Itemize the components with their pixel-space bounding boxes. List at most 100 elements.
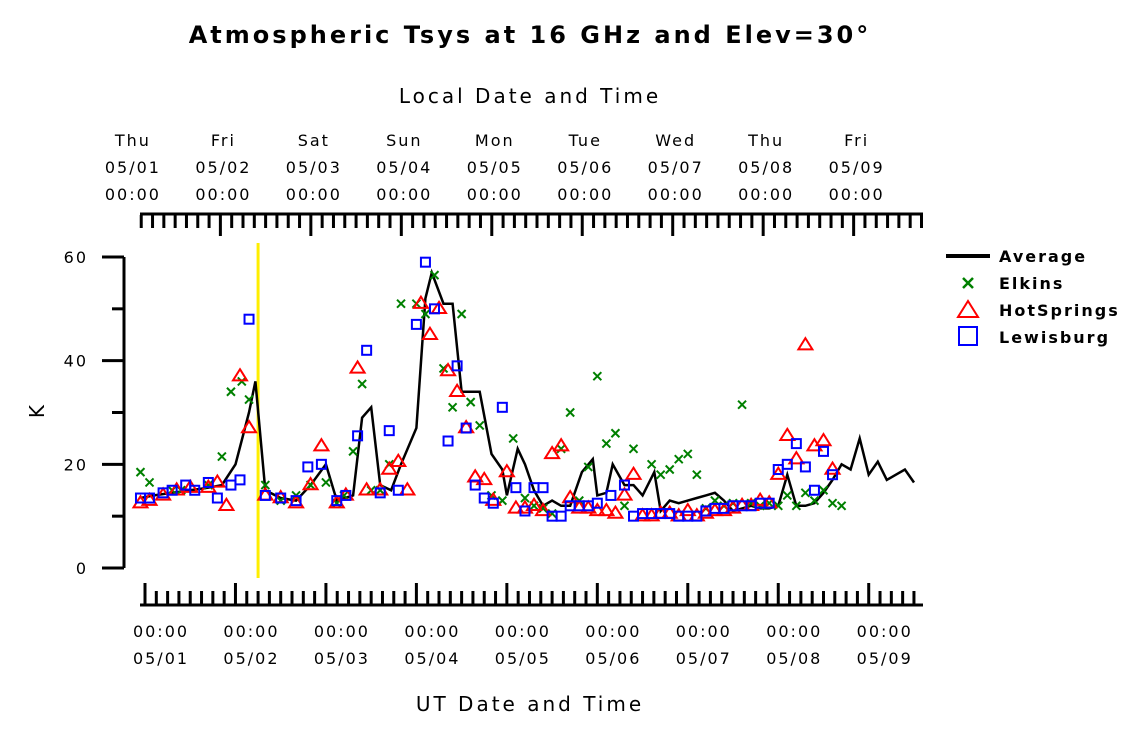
series-elkins-point (556, 444, 566, 454)
legend-swatch-hotsprings (956, 299, 980, 318)
series-hotsprings-point (543, 445, 561, 460)
series-hotsprings-point (380, 460, 399, 475)
series-hotsprings-point (525, 496, 543, 511)
legend-label-average: Average (999, 247, 1087, 266)
series-lewisburg-point (202, 476, 214, 488)
y-tick-label: 60 (64, 248, 88, 267)
top-tick-date: 05/09 (829, 158, 885, 177)
series-lewisburg-point (340, 489, 352, 501)
series-lewisburg-point (383, 425, 395, 437)
series-lewisburg-point (419, 256, 431, 268)
series-elkins-point (818, 485, 829, 495)
series-lewisburg-point (519, 505, 531, 517)
series-lewisburg-point (290, 495, 302, 507)
series-hotsprings-point (787, 450, 806, 465)
legend-swatch-elkins (962, 277, 974, 289)
series-hotsprings-point (389, 452, 408, 467)
series-lewisburg-point (374, 487, 386, 499)
series-lewisburg-point (618, 479, 630, 491)
top-tick-date: 05/05 (467, 158, 523, 177)
series-hotsprings-point (421, 325, 439, 340)
series-hotsprings-point (448, 382, 466, 397)
legend-label-elkins: Elkins (999, 274, 1064, 293)
series-hotsprings-point (624, 465, 643, 480)
series-elkins-point (321, 477, 331, 488)
bottom-tick-time: 00:00 (404, 622, 460, 641)
top-tick-time: 00:00 (105, 185, 161, 204)
top-tick-date: 05/07 (648, 158, 704, 177)
top-tick-day: Tue (568, 131, 602, 150)
series-lewisburg-point (827, 469, 839, 481)
series-lewisburg-point (410, 318, 422, 330)
series-hotsprings-point (552, 437, 570, 452)
series-elkins-point (664, 464, 675, 475)
series-elkins-point (538, 503, 548, 514)
series-elkins-point (447, 402, 458, 413)
series-lewisburg-point (605, 489, 617, 501)
series-lewisburg-point (496, 401, 508, 413)
bottom-tick-time: 00:00 (223, 622, 279, 641)
legend-label-hotsprings: HotSprings (999, 301, 1120, 320)
series-elkins-point (655, 469, 666, 480)
bottom-tick-date: 05/07 (676, 649, 732, 668)
top-tick-day: Sat (298, 131, 330, 150)
series-lewisburg-point (510, 482, 522, 494)
series-hotsprings-point (231, 367, 249, 382)
series-hotsprings-point (439, 362, 457, 377)
bottom-tick-time: 00:00 (314, 622, 370, 641)
series-elkins-point (244, 394, 254, 405)
series-lewisburg-point (555, 510, 567, 522)
series-hotsprings-point (507, 499, 525, 514)
top-tick-time: 00:00 (829, 185, 885, 204)
series-lewisburg-point (428, 303, 440, 315)
series-lewisburg-point (361, 344, 373, 356)
series-elkins-point (646, 459, 657, 470)
series-elkins-point (619, 501, 630, 511)
legend-swatch-lewisburg (958, 326, 978, 346)
series-elkins-point (396, 298, 406, 309)
top-tick-time: 00:00 (738, 185, 794, 204)
series-lewisburg-point (144, 492, 156, 504)
series-elkins-point (827, 498, 838, 508)
series-elkins-point (836, 501, 847, 511)
y-tick-label: 40 (64, 352, 88, 371)
series-hotsprings-point (597, 502, 616, 517)
series-lewisburg-point (302, 461, 314, 473)
series-hotsprings-point (301, 476, 320, 491)
series-elkins-point (456, 309, 467, 319)
top-tick-time: 00:00 (195, 185, 251, 204)
series-hotsprings-point (475, 470, 494, 486)
series-lewisburg-point (487, 497, 499, 509)
top-tick-time: 00:00 (648, 185, 704, 204)
top-tick-day: Thu (747, 131, 784, 150)
y-tick-label: 0 (76, 559, 88, 578)
series-elkins-point (683, 449, 693, 459)
series-lewisburg-point (392, 484, 404, 496)
bottom-tick-time: 00:00 (133, 622, 189, 641)
series-lewisburg-point (211, 492, 223, 504)
y-tick-label: 20 (64, 455, 88, 474)
series-elkins-point (348, 446, 358, 457)
top-tick-time: 00:00 (286, 185, 342, 204)
series-lewisburg-point (225, 479, 237, 491)
bottom-tick-date: 05/05 (495, 649, 551, 668)
series-elkins-point (791, 501, 802, 511)
series-hotsprings-point (678, 502, 697, 517)
series-elkins-point (420, 309, 431, 319)
top-tick-date: 05/08 (738, 158, 794, 177)
bottom-tick-date: 05/09 (857, 649, 913, 668)
top-tick-time: 00:00 (376, 185, 432, 204)
top-tick-date: 05/01 (105, 158, 161, 177)
series-lewisburg-point (166, 484, 178, 496)
series-hotsprings-point (814, 432, 833, 447)
top-axis-label: Local Date and Time (399, 84, 661, 108)
series-elkins-point (520, 493, 530, 503)
series-hotsprings-point (796, 336, 815, 351)
top-tick-day: Mon (475, 131, 515, 150)
series-lewisburg-point (808, 484, 820, 496)
bottom-tick-time: 00:00 (676, 622, 732, 641)
series-lewisburg-point (243, 313, 255, 325)
bottom-tick-time: 00:00 (857, 622, 913, 641)
top-tick-date: 05/04 (376, 158, 432, 177)
